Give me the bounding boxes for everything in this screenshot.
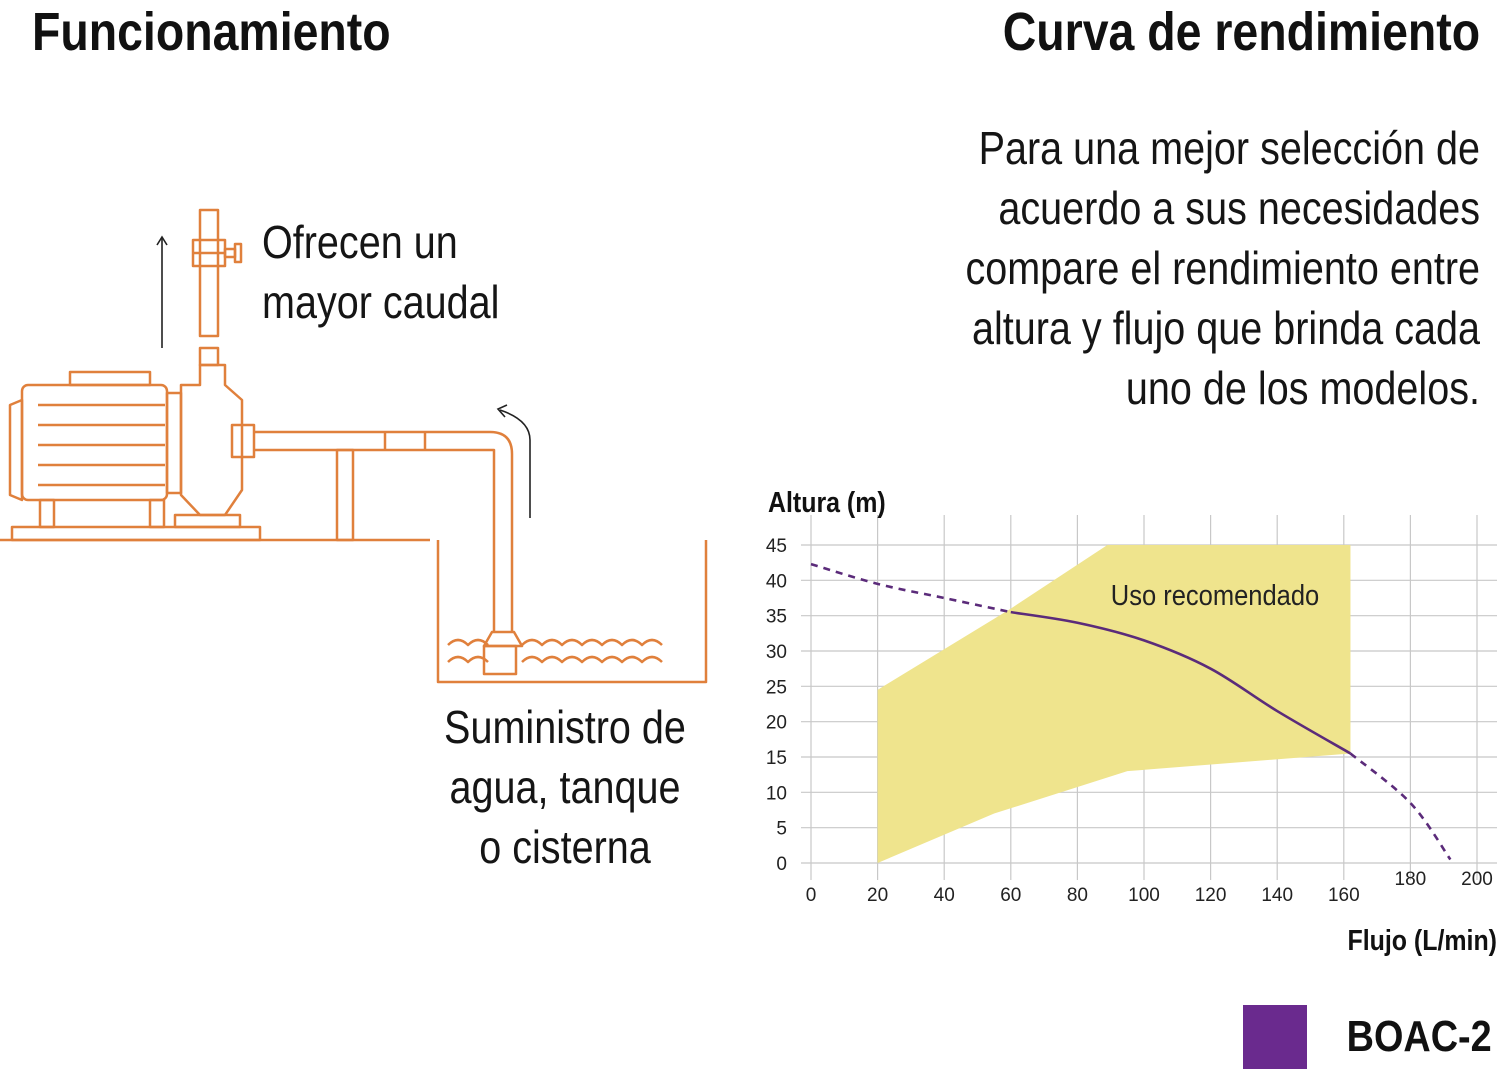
water-waves bbox=[447, 638, 663, 647]
motor-junction-box bbox=[68, 370, 152, 387]
curve-extrapolated-segment bbox=[1349, 752, 1452, 861]
pump-base bbox=[10, 525, 262, 542]
motor-body bbox=[20, 383, 169, 502]
y-tick-label: 20 bbox=[766, 713, 787, 734]
water-supply-caption: Suministro de agua, tanque o cisterna bbox=[423, 697, 707, 877]
caption-line: mayor caudal bbox=[262, 276, 500, 328]
water-waves bbox=[447, 655, 663, 664]
pump-foot bbox=[173, 513, 242, 529]
foot-valve bbox=[482, 630, 524, 648]
description-line: uno de los modelos. bbox=[1125, 362, 1480, 414]
x-axis-ticks: 0 20 40 60 80 100 120 140 160 180 200 bbox=[806, 869, 1493, 906]
y-tick-label: 40 bbox=[766, 571, 787, 592]
description-line: altura y flujo que brinda cada bbox=[971, 302, 1480, 354]
recommended-zone bbox=[877, 545, 1351, 863]
x-axis-label: Flujo (L/min) bbox=[1347, 924, 1497, 956]
x-tick-label: 0 bbox=[806, 885, 817, 906]
description-line: compare el rendimiento entre bbox=[965, 242, 1480, 294]
suction-flange bbox=[230, 423, 256, 459]
x-tick-label: 180 bbox=[1395, 869, 1427, 890]
valve-stem bbox=[223, 247, 237, 259]
legend-label-boac-2: BOAC-2 bbox=[1346, 1012, 1492, 1061]
pump-housing bbox=[179, 363, 244, 517]
x-tick-label: 200 bbox=[1461, 869, 1493, 890]
performance-chart: Uso recomendado 0 5 10 15 20 25 30 35 40 45 0 20 40… bbox=[766, 486, 1497, 956]
x-tick-label: 60 bbox=[1000, 885, 1021, 906]
y-axis-ticks: 0 5 10 15 20 25 30 35 40 45 bbox=[766, 536, 787, 875]
chart-legend: BOAC-2 bbox=[1243, 1005, 1492, 1069]
suction-pipe bbox=[254, 430, 514, 632]
pipe-support bbox=[335, 448, 355, 542]
motor-foot bbox=[38, 498, 56, 529]
caption-line: agua, tanque bbox=[449, 761, 681, 813]
y-axis-label: Altura (m) bbox=[768, 486, 886, 518]
description-paragraph: Para una mejor selección de acuerdo a su… bbox=[826, 118, 1480, 418]
description-line: Para una mejor selección de bbox=[978, 122, 1480, 174]
y-tick-label: 10 bbox=[766, 783, 787, 804]
caption-line: Suministro de bbox=[444, 701, 686, 753]
x-tick-label: 100 bbox=[1128, 885, 1160, 906]
x-tick-label: 80 bbox=[1067, 885, 1088, 906]
curve-extrapolated-segment bbox=[810, 562, 1012, 614]
y-tick-label: 30 bbox=[766, 642, 787, 663]
y-tick-label: 0 bbox=[776, 854, 787, 875]
y-tick-label: 45 bbox=[766, 536, 787, 557]
water-tank bbox=[436, 540, 708, 684]
section-title-performance-curve: Curva de rendimiento bbox=[1002, 2, 1480, 62]
motor-end-cap bbox=[8, 398, 24, 502]
section-title-operation: Funcionamiento bbox=[32, 2, 391, 62]
motor-foot bbox=[148, 498, 166, 529]
discharge-flange bbox=[198, 346, 220, 367]
y-tick-label: 5 bbox=[776, 819, 787, 840]
pump-illustration bbox=[0, 208, 708, 684]
flow-arrow-icon bbox=[499, 409, 531, 518]
curve-line-boac-2 bbox=[1010, 610, 1352, 755]
valve-handle bbox=[233, 242, 243, 264]
motor-coupling bbox=[165, 391, 183, 495]
y-tick-label: 15 bbox=[766, 748, 787, 769]
recommended-zone-label: Uso recomendado bbox=[1111, 578, 1319, 611]
y-tick-label: 25 bbox=[766, 677, 787, 698]
foot-valve-strainer bbox=[482, 644, 518, 676]
caption-line: Ofrecen un bbox=[262, 216, 458, 268]
x-tick-label: 40 bbox=[934, 885, 955, 906]
discharge-pipe bbox=[198, 208, 220, 338]
flow-caption: Ofrecen un mayor caudal bbox=[262, 212, 499, 332]
legend-swatch-boac-2 bbox=[1243, 1005, 1308, 1069]
x-tick-label: 120 bbox=[1195, 885, 1227, 906]
x-tick-label: 20 bbox=[867, 885, 888, 906]
description-line: acuerdo a sus necesidades bbox=[998, 182, 1480, 234]
x-tick-label: 160 bbox=[1328, 885, 1360, 906]
caption-line: o cisterna bbox=[479, 821, 651, 873]
y-tick-label: 35 bbox=[766, 607, 787, 628]
x-tick-label: 140 bbox=[1261, 885, 1293, 906]
